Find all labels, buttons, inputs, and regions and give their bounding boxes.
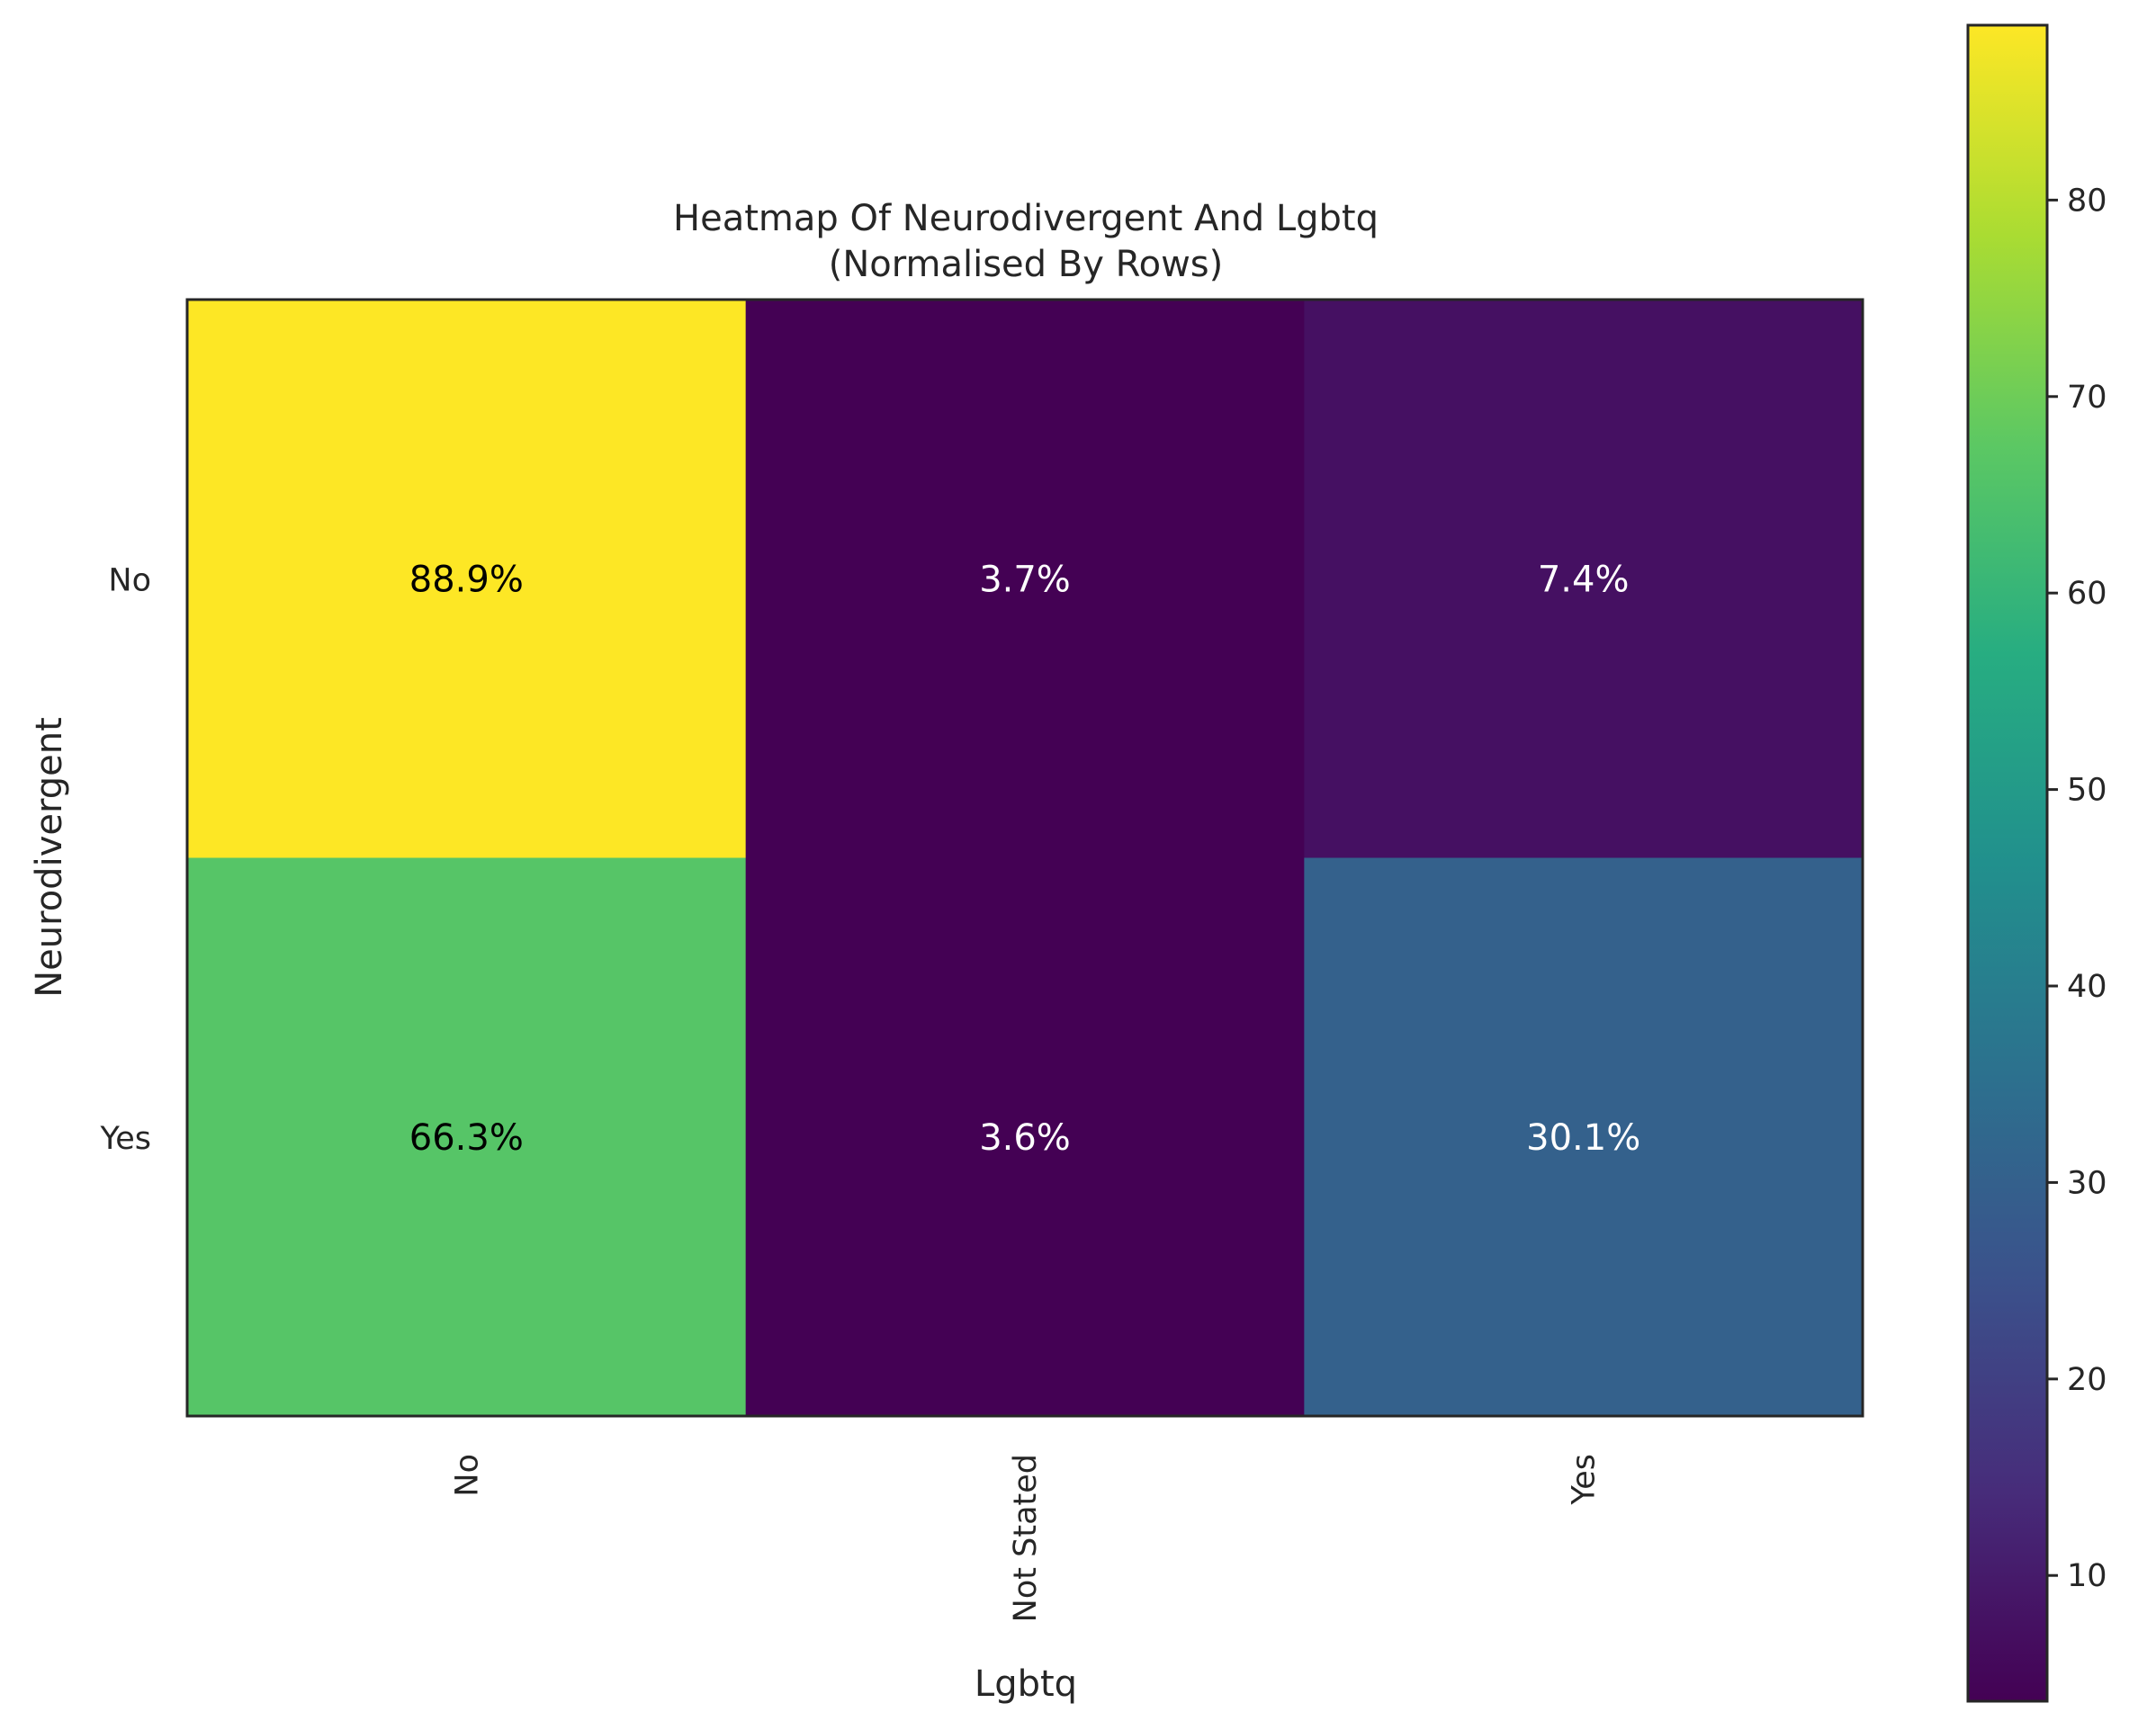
y-axis-ticks: No Yes [100, 562, 152, 1157]
colorbar-tick-label: 80 [2067, 183, 2107, 219]
colorbar-tick-label: 70 [2067, 380, 2107, 416]
x-tick-label: Yes [1567, 1454, 1603, 1506]
x-tick-label: No [449, 1454, 485, 1497]
cell-value-label: 66.3% [409, 1117, 524, 1159]
heatmap-cells [187, 300, 1864, 1417]
colorbar-tick-label: 30 [2067, 1165, 2107, 1201]
x-axis-ticks: No Not Stated Yes [449, 1454, 1602, 1622]
cell-value-label: 88.9% [409, 559, 524, 600]
cell-value-label: 7.4% [1538, 559, 1630, 600]
colorbar-gradient [1968, 25, 2047, 1701]
heatmap-cell [1304, 857, 1864, 1417]
heatmap-cell-labels: 88.9% 3.7% 7.4% 66.3% 3.6% 30.1% [409, 559, 1640, 1159]
x-axis-label: Lgbtq [975, 1663, 1077, 1705]
heatmap-cell [187, 857, 747, 1417]
y-tick-label: No [108, 562, 151, 598]
cell-value-label: 30.1% [1526, 1117, 1640, 1159]
colorbar-frame [1966, 23, 2049, 1703]
colorbar-tick-label: 60 [2067, 576, 2107, 612]
heatmap-cell [1304, 300, 1864, 858]
y-axis-label: Neurodivergent [29, 717, 70, 997]
colorbar-ticks: 10 20 30 40 50 60 70 80 [2047, 183, 2107, 1594]
colorbar: 10 20 30 40 50 60 70 80 [1966, 23, 2107, 1703]
heatmap-cell [745, 300, 1305, 858]
chart-title: Heatmap Of Neurodivergent And Lgbtq [673, 198, 1379, 239]
colorbar-tick-label: 20 [2067, 1362, 2107, 1398]
colorbar-tick-label: 40 [2067, 969, 2107, 1005]
cell-value-label: 3.6% [979, 1117, 1071, 1159]
colorbar-tick-label: 10 [2067, 1558, 2107, 1594]
heatmap-cell [187, 300, 747, 858]
colorbar-tick-label: 50 [2067, 773, 2107, 809]
cell-value-label: 3.7% [979, 559, 1071, 600]
chart-subtitle: (Normalised By Rows) [829, 244, 1223, 285]
x-tick-label: Not Stated [1008, 1454, 1044, 1622]
y-tick-label: Yes [100, 1121, 152, 1157]
heatmap-cell [745, 857, 1305, 1417]
plot-frame [185, 298, 1864, 1418]
